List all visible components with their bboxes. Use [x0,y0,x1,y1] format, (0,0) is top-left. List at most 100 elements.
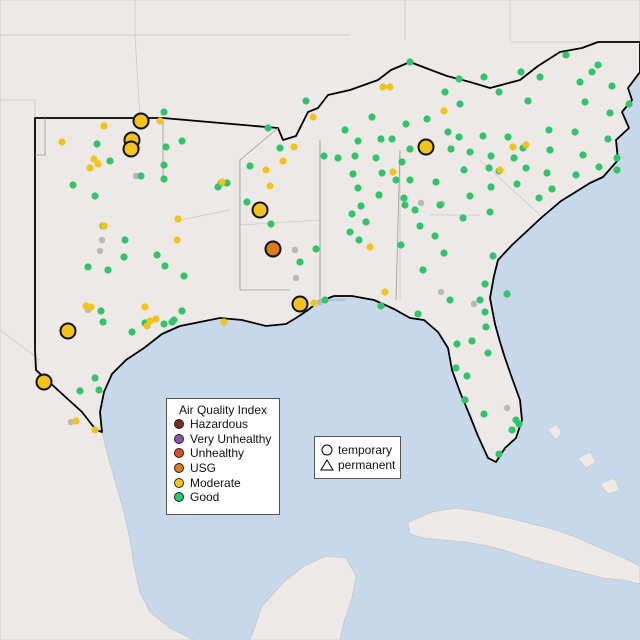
station-marker-good[interactable] [613,166,621,174]
station-marker-inactive[interactable] [291,246,299,254]
station-marker-moderate-large[interactable] [132,112,150,130]
station-marker-moderate[interactable] [173,236,181,244]
station-marker-good[interactable] [378,169,386,177]
station-marker-good[interactable] [495,88,503,96]
station-marker-good[interactable] [372,154,380,162]
station-marker-good[interactable] [606,109,614,117]
station-marker-good[interactable] [416,222,424,230]
station-marker-good[interactable] [160,161,168,169]
station-marker-good[interactable] [400,194,408,202]
station-marker-good[interactable] [460,166,468,174]
station-marker-good[interactable] [406,145,414,153]
station-marker-moderate[interactable] [220,318,228,326]
station-marker-good[interactable] [411,206,419,214]
station-marker-good[interactable] [423,115,431,123]
station-marker-moderate[interactable] [94,160,102,168]
station-marker-moderate[interactable] [218,178,226,186]
station-marker-good[interactable] [455,133,463,141]
station-marker-good[interactable] [503,290,511,298]
station-marker-good[interactable] [349,170,357,178]
station-marker-good[interactable] [321,296,329,304]
station-marker-moderate[interactable] [174,215,182,223]
station-marker-good[interactable] [535,194,543,202]
station-marker-good[interactable] [377,135,385,143]
station-marker-good[interactable] [398,158,406,166]
station-marker-good[interactable] [243,198,251,206]
station-marker-moderate[interactable] [386,83,394,91]
station-marker-good[interactable] [355,236,363,244]
station-marker-good[interactable] [406,58,414,66]
station-marker-good[interactable] [522,164,530,172]
station-marker-good[interactable] [441,88,449,96]
station-marker-good[interactable] [153,251,161,259]
station-marker-good[interactable] [481,280,489,288]
station-marker-good[interactable] [447,145,455,153]
station-marker-moderate[interactable] [266,182,274,190]
station-marker-moderate[interactable] [379,83,387,91]
station-marker-good[interactable] [320,152,328,160]
station-marker-good[interactable] [452,364,460,372]
station-marker-good[interactable] [613,154,621,162]
station-marker-good[interactable] [604,135,612,143]
station-marker-good[interactable] [510,154,518,162]
station-marker-good[interactable] [481,308,489,316]
station-marker-good[interactable] [517,68,525,76]
station-marker-good[interactable] [463,372,471,380]
station-marker-good[interactable] [91,374,99,382]
station-marker-good[interactable] [480,410,488,418]
station-marker-inactive[interactable] [96,247,104,255]
station-marker-moderate[interactable] [156,117,164,125]
station-marker-inactive[interactable] [503,404,511,412]
station-marker-good[interactable] [351,152,359,160]
station-marker-good[interactable] [160,320,168,328]
station-marker-good[interactable] [479,132,487,140]
station-marker-moderate-large[interactable] [122,140,140,158]
station-marker-good[interactable] [485,164,493,172]
station-marker-good[interactable] [436,201,444,209]
station-marker-good[interactable] [406,176,414,184]
station-marker-inactive[interactable] [292,274,300,282]
station-marker-good[interactable] [543,169,551,177]
station-marker-inactive[interactable] [98,236,106,244]
station-marker-good[interactable] [402,120,410,128]
station-marker-good[interactable] [536,73,544,81]
station-marker-good[interactable] [178,137,186,145]
station-marker-good[interactable] [246,162,254,170]
station-marker-moderate[interactable] [366,243,374,251]
station-marker-moderate-large[interactable] [251,201,269,219]
station-marker-good[interactable] [480,73,488,81]
station-marker-moderate-large[interactable] [35,373,53,391]
station-marker-good[interactable] [513,180,521,188]
station-marker-good[interactable] [354,137,362,145]
station-marker-good[interactable] [76,387,84,395]
station-marker-good[interactable] [444,128,452,136]
station-marker-good[interactable] [431,232,439,240]
station-marker-good[interactable] [576,78,584,86]
station-marker-good[interactable] [487,152,495,160]
station-marker-good[interactable] [392,176,400,184]
station-marker-good[interactable] [486,208,494,216]
station-marker-moderate[interactable] [522,141,530,149]
station-marker-moderate[interactable] [310,299,318,307]
station-marker-moderate[interactable] [440,107,448,115]
station-marker-inactive[interactable] [417,199,425,207]
station-marker-moderate[interactable] [90,155,98,163]
station-marker-moderate[interactable] [100,222,108,230]
station-marker-moderate[interactable] [100,122,108,130]
station-marker-good[interactable] [495,450,503,458]
station-marker-good[interactable] [562,51,570,59]
station-marker-good[interactable] [97,307,105,315]
station-marker-good[interactable] [508,426,516,434]
station-marker-good[interactable] [362,218,370,226]
station-marker-moderate[interactable] [389,168,397,176]
station-marker-inactive[interactable] [470,300,478,308]
station-marker-inactive[interactable] [132,172,140,180]
station-marker-good[interactable] [456,100,464,108]
station-marker-moderate[interactable] [141,303,149,311]
station-marker-moderate[interactable] [72,417,80,425]
station-marker-moderate[interactable] [86,164,94,172]
station-marker-good[interactable] [93,140,101,148]
station-marker-moderate[interactable] [381,288,389,296]
station-marker-good[interactable] [572,171,580,179]
station-marker-moderate[interactable] [309,113,317,121]
